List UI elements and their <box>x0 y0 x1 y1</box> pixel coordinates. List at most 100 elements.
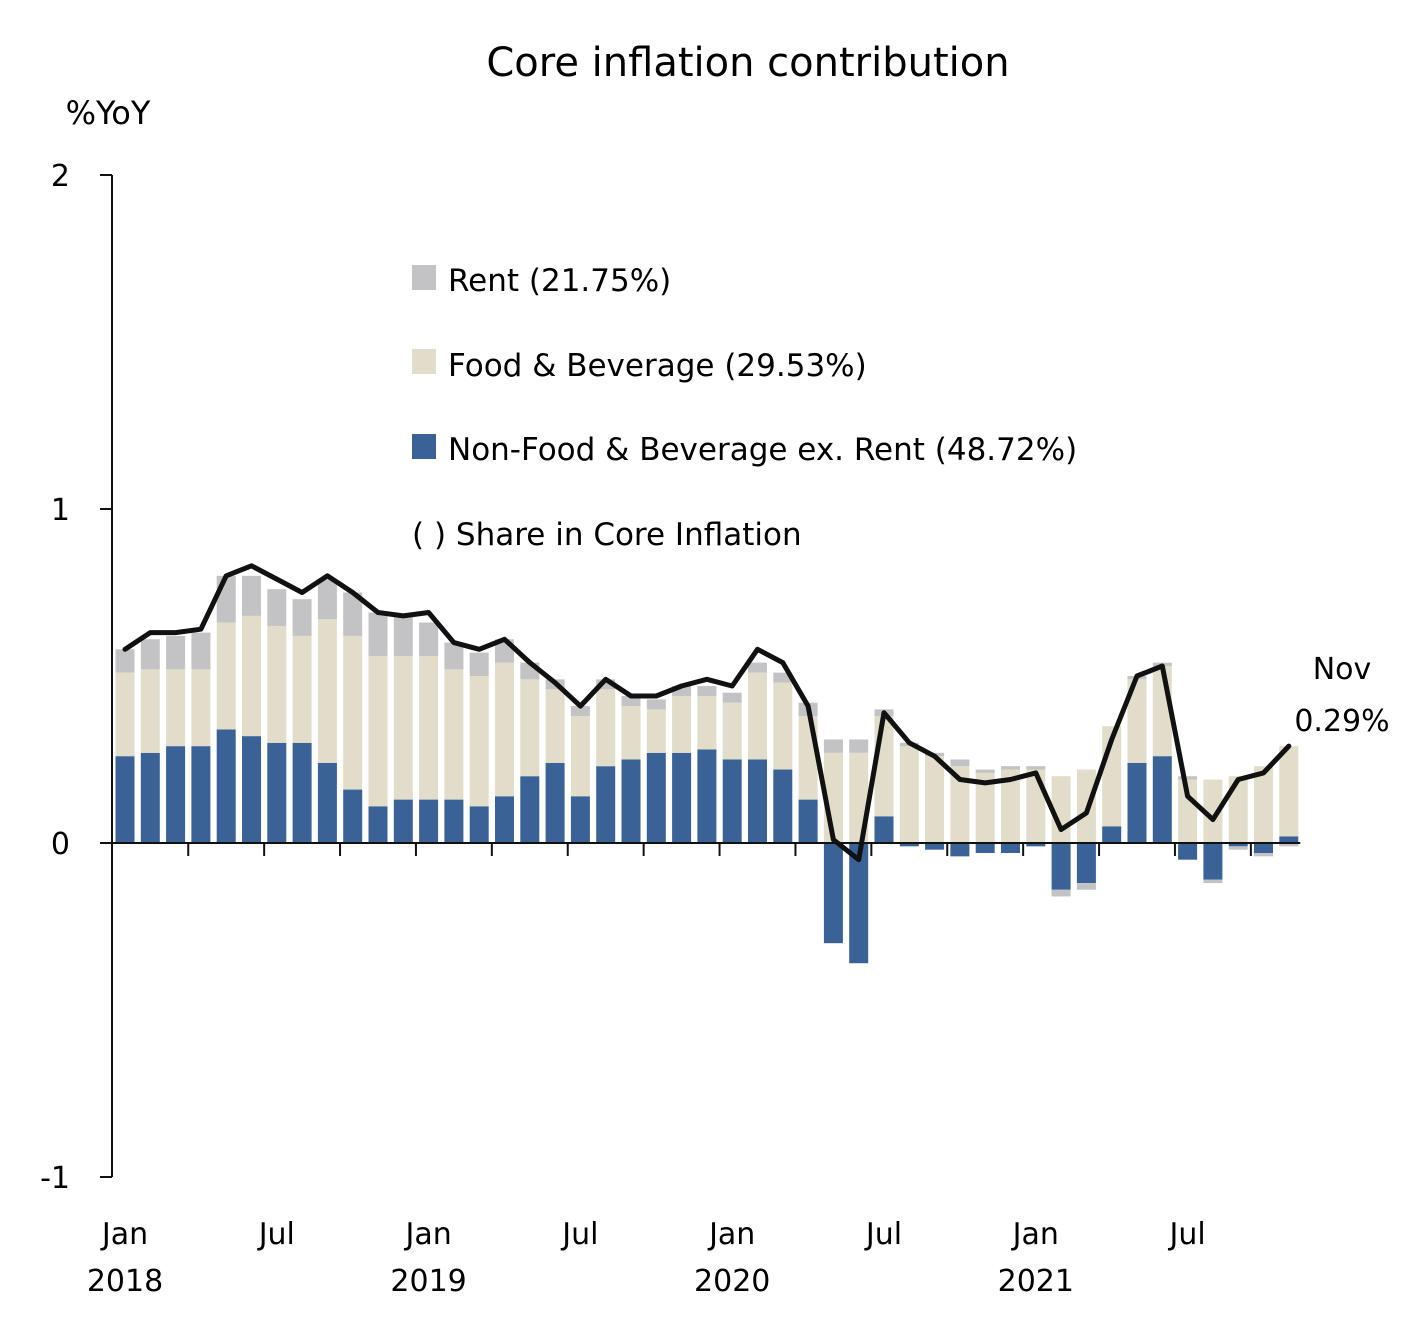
bar-non-food-beverage <box>1178 843 1198 860</box>
bar-non-food-beverage <box>469 806 489 843</box>
x-tick-label-month: Jan <box>1011 1217 1059 1252</box>
bar-non-food-beverage <box>570 796 590 843</box>
x-tick-label-month: Jul <box>257 1217 295 1252</box>
x-tick-label-month: Jul <box>864 1217 902 1252</box>
bar-food-beverage <box>267 625 287 743</box>
bar-non-food-beverage <box>1026 843 1046 847</box>
bar-rent <box>115 649 135 673</box>
bar-food-beverage <box>1228 776 1248 843</box>
bar-non-food-beverage <box>267 742 287 843</box>
bar-non-food-beverage <box>1279 836 1299 843</box>
bar-rent <box>1051 889 1071 897</box>
bar-non-food-beverage <box>672 752 692 843</box>
bar-non-food-beverage <box>495 796 514 843</box>
bar-rent <box>469 652 489 676</box>
bar-rent <box>393 615 413 656</box>
bar-food-beverage <box>317 619 337 763</box>
bar-food-beverage <box>722 702 742 760</box>
bar-food-beverage <box>115 672 135 757</box>
bar-non-food-beverage <box>292 742 312 843</box>
bar-non-food-beverage <box>697 749 717 843</box>
bar-rent <box>722 692 742 703</box>
bar-food-beverage <box>495 662 514 797</box>
bar-rent <box>1076 883 1096 890</box>
core-inflation-line-layer <box>122 563 1292 863</box>
bar-food-beverage <box>672 696 692 753</box>
bar-food-beverage <box>216 622 236 730</box>
bar-food-beverage <box>191 669 211 747</box>
y-axis: 2 1 0 -1 <box>40 159 113 1196</box>
bar-food-beverage <box>368 655 388 807</box>
bar-non-food-beverage <box>1102 826 1122 843</box>
x-tick-label-year: 2021 <box>998 1264 1074 1299</box>
bar-non-food-beverage <box>1254 843 1273 854</box>
x-tick-label-month: Jul <box>560 1217 598 1252</box>
bar-rent <box>368 612 388 656</box>
bar-food-beverage <box>469 676 489 807</box>
x-axis: Jan 2018 Jul Jan 2019 Jul Jan 2020 Jul Jan 2021 Jul <box>87 843 1252 1299</box>
bar-non-food-beverage <box>798 799 818 843</box>
bar-rent <box>216 575 236 623</box>
annotation-month: Nov <box>1313 652 1372 687</box>
bar-food-beverage <box>1127 679 1147 763</box>
x-tick-label-month: Jan <box>403 1217 451 1252</box>
bar-food-beverage <box>874 716 894 817</box>
legend: Rent (21.75%) Food & Beverage (29.53%) N… <box>412 263 1077 553</box>
bar-non-food-beverage <box>545 762 565 843</box>
bar-food-beverage <box>419 655 439 800</box>
chart-title: Core inflation contribution <box>486 40 1009 86</box>
bar-rent <box>292 599 312 636</box>
legend-share-note: ( ) Share in Core Inflation <box>412 517 802 553</box>
bar-non-food-beverage <box>191 746 211 843</box>
bar-food-beverage <box>646 709 666 753</box>
bar-food-beverage <box>899 746 919 843</box>
bar-food-beverage <box>292 635 312 743</box>
bar-rent <box>166 635 186 670</box>
bar-layer <box>115 575 1299 964</box>
bar-non-food-beverage <box>444 799 464 843</box>
bar-rent <box>950 759 970 767</box>
bar-rent <box>748 662 767 673</box>
bar-food-beverage <box>1254 766 1273 843</box>
x-tick-label-month: Jan <box>707 1217 755 1252</box>
x-tick-label-year: 2019 <box>390 1264 466 1299</box>
y-tick-label: 2 <box>51 159 70 194</box>
bar-rent <box>317 579 337 620</box>
y-tick-label: 0 <box>51 827 70 862</box>
bar-rent <box>697 686 717 697</box>
bar-rent <box>1203 879 1223 884</box>
bar-non-food-beverage <box>950 843 970 857</box>
bar-non-food-beverage <box>823 843 843 944</box>
bar-food-beverage <box>545 689 565 763</box>
bar-rent <box>1279 843 1299 847</box>
bar-rent <box>570 706 590 717</box>
bar-food-beverage <box>1178 779 1198 843</box>
legend-label-rent: Rent (21.75%) <box>448 263 671 299</box>
bar-non-food-beverage <box>242 736 261 843</box>
bar-food-beverage <box>621 706 641 760</box>
bar-non-food-beverage <box>1127 762 1147 843</box>
bar-rent <box>1228 846 1248 850</box>
bar-non-food-beverage <box>899 843 919 847</box>
bar-non-food-beverage <box>621 759 641 843</box>
bar-non-food-beverage <box>1051 843 1071 890</box>
legend-swatch-food-beverage <box>412 349 436 374</box>
bar-non-food-beverage <box>1203 843 1223 880</box>
bar-rent <box>823 739 843 753</box>
bar-rent <box>419 622 439 656</box>
bar-food-beverage <box>166 669 186 747</box>
bar-food-beverage <box>950 766 970 843</box>
bar-rent <box>975 769 995 773</box>
bar-rent <box>444 642 464 670</box>
bar-non-food-beverage <box>1152 756 1172 843</box>
bar-food-beverage <box>343 635 363 790</box>
bar-rent <box>1026 766 1046 770</box>
bar-food-beverage <box>1001 769 1020 843</box>
bar-food-beverage <box>1279 746 1299 837</box>
x-tick-label-year: 2020 <box>694 1264 770 1299</box>
bar-rent <box>242 575 261 616</box>
bar-food-beverage <box>520 679 540 777</box>
bar-non-food-beverage <box>925 843 945 850</box>
bar-non-food-beverage <box>368 806 388 843</box>
